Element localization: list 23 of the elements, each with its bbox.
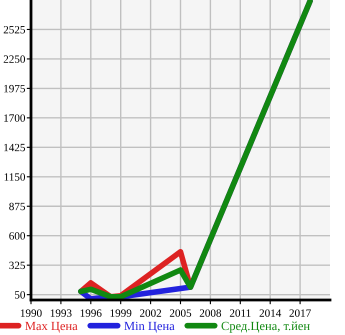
x-tick-label: 2017 [289,309,311,317]
legend-label: Сред.Цена, т.йен [222,321,310,333]
y-tick-label: 1975 [4,84,26,92]
y-tick-label: 2250 [4,55,26,63]
y-tick-label: 600 [9,232,26,240]
legend-label: Min Цена [124,322,175,333]
x-tick-label: 2005 [170,309,192,317]
x-tick-label: 1996 [80,309,102,317]
y-tick-label: 2525 [4,26,26,34]
y-tick-label: 1700 [4,114,26,122]
y-tick-label: 1150 [4,173,26,181]
x-tick-label: 2008 [200,309,222,317]
y-tick-label: 50 [14,291,26,299]
x-tick-label: 2002 [140,309,162,317]
x-tick-label: 1999 [110,309,132,317]
x-tick-label: 1993 [50,309,72,317]
y-tick-label: 875 [9,202,26,210]
y-tick-label: 1425 [4,144,26,152]
legend-label: Max Цена [25,322,78,333]
x-tick-label: 2014 [260,309,282,317]
x-tick-label: 2011 [230,309,251,317]
x-tick-label: 1990 [20,309,42,317]
y-tick-label: 325 [9,262,26,270]
